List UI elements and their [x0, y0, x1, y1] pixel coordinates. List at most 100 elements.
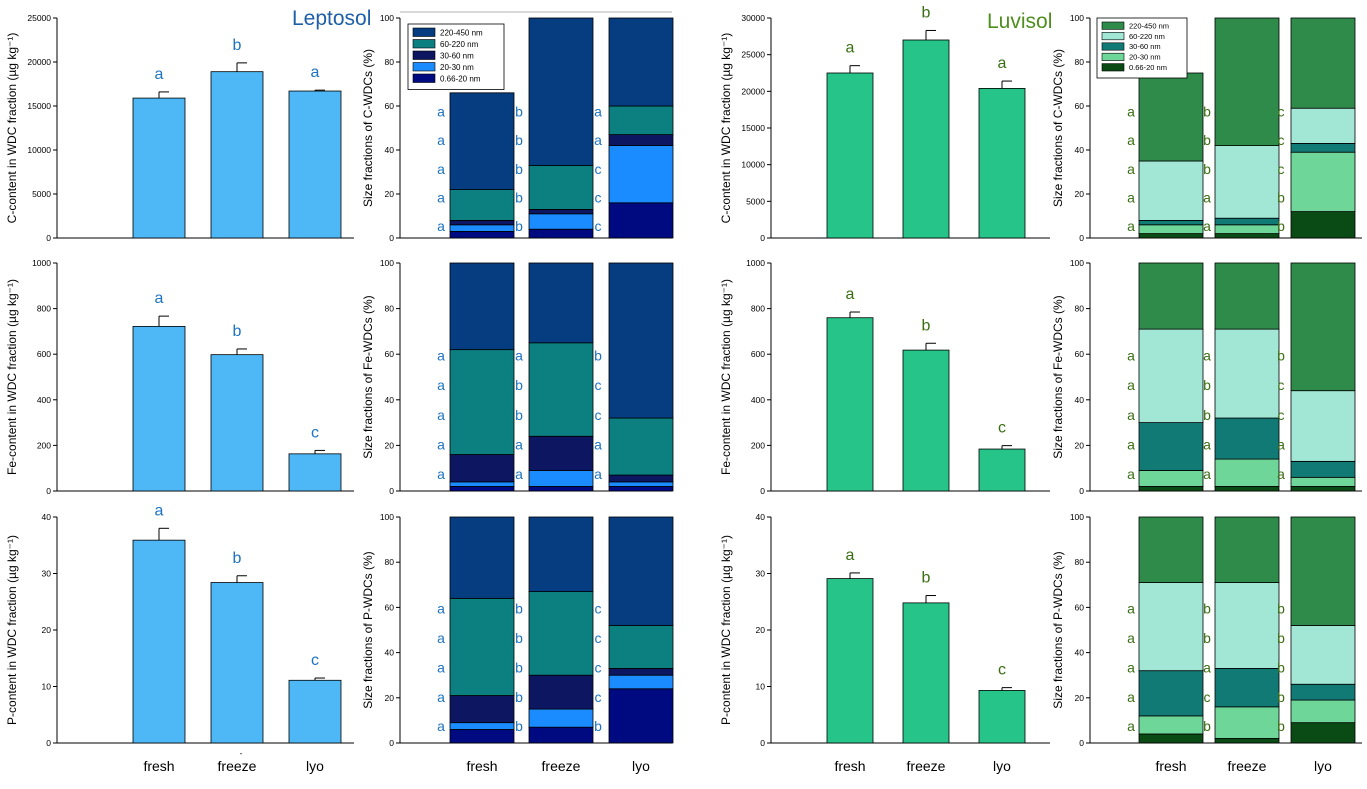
x-category-label: lyo	[993, 758, 1011, 774]
significance-letter: b	[1277, 718, 1285, 734]
stacked-segment	[449, 454, 515, 483]
stacked-segment	[449, 722, 515, 730]
stray-mark: -	[240, 749, 243, 758]
y-tick-label: 60	[1075, 349, 1085, 359]
significance-letter: b	[515, 659, 523, 675]
legend-swatch	[1101, 63, 1125, 72]
y-tick-label: 10	[42, 682, 52, 692]
significance-letter: a	[846, 286, 855, 303]
y-tick-label: 60	[385, 602, 395, 612]
y-axis-label: P-content in WDC fraction (µg kg⁻¹)	[5, 535, 19, 725]
bar	[132, 539, 186, 744]
significance-letter: b	[1203, 630, 1211, 646]
legend-label: 0.66-20 nm	[440, 75, 481, 84]
significance-letter: b	[1203, 132, 1211, 148]
x-category-label: freeze	[218, 758, 257, 774]
stacked-segment	[608, 674, 674, 690]
stacked-segment	[1290, 683, 1356, 701]
y-tick-label: 30000	[741, 13, 765, 23]
significance-letter: a	[437, 436, 445, 452]
stacked-segment	[608, 134, 674, 147]
stacked-segment	[1290, 699, 1356, 724]
stacked-segment	[1290, 722, 1356, 744]
stacked-segment	[1138, 72, 1204, 162]
y-tick-label: 20	[385, 440, 395, 450]
significance-letter: a	[594, 436, 602, 452]
stacked-segment	[1214, 217, 1280, 226]
y-tick-label: 20	[1075, 440, 1085, 450]
significance-letter: b	[515, 377, 523, 393]
stacked-segment	[528, 591, 594, 676]
stacked-segment	[1138, 516, 1204, 583]
stacked-segment	[449, 92, 515, 191]
legend-swatch	[1101, 21, 1125, 30]
y-axis-label: Size fractions of C-WDCs (%)	[1051, 49, 1065, 207]
legend-label: 30-60 nm	[440, 52, 474, 61]
y-tick-label: 20000	[741, 86, 765, 96]
significance-letter: a	[1127, 218, 1135, 234]
stacked-segment	[1290, 151, 1356, 212]
bar	[132, 325, 186, 492]
stacked-segment	[528, 262, 594, 344]
y-axis-label: Size fractions of P-WDCs (%)	[1051, 551, 1065, 708]
significance-letter: b	[594, 347, 602, 363]
stacked-segment	[1214, 486, 1280, 492]
legend-swatch	[1101, 42, 1125, 51]
x-category-label: fresh	[1155, 758, 1186, 774]
stacked-segment	[1290, 142, 1356, 153]
stacked-segment	[1290, 625, 1356, 685]
significance-letter: a	[1127, 347, 1135, 363]
significance-letter: a	[437, 347, 445, 363]
stacked-segment	[449, 695, 515, 724]
significance-letter: b	[1277, 659, 1285, 675]
stacked-segment	[608, 202, 674, 239]
bar	[826, 72, 874, 239]
stacked-segment	[608, 474, 674, 483]
bar	[978, 88, 1026, 239]
stacked-segment	[1214, 17, 1280, 146]
bar	[288, 679, 342, 744]
significance-letter: a	[1127, 630, 1135, 646]
bar	[978, 448, 1026, 492]
y-tick-label: 20	[385, 693, 395, 703]
stacked-segment	[1138, 422, 1204, 471]
y-tick-label: 100	[380, 258, 394, 268]
y-tick-label: 20	[1075, 693, 1085, 703]
stacked-segment	[608, 516, 674, 626]
stacked-segment	[1214, 224, 1280, 235]
significance-letter: a	[437, 407, 445, 423]
y-tick-label: 25000	[27, 13, 51, 23]
significance-letter: b	[515, 718, 523, 734]
significance-letter: a	[437, 466, 445, 482]
significance-letter: c	[595, 377, 602, 393]
significance-letter: a	[515, 436, 523, 452]
y-tick-label: 0	[760, 233, 765, 243]
legend-label: 60-220 nm	[1129, 32, 1165, 41]
significance-letter: b	[1203, 377, 1211, 393]
x-category-label: freeze	[1228, 758, 1267, 774]
y-tick-label: 1000	[32, 258, 51, 268]
x-category-label: lyo	[306, 758, 324, 774]
legend-swatch	[412, 27, 436, 37]
stacked-segment	[608, 17, 674, 107]
stacked-segment	[608, 145, 674, 204]
stacked-segment	[1138, 219, 1204, 226]
significance-letter: c	[1278, 377, 1285, 393]
y-tick-label: 0	[1079, 486, 1084, 496]
y-tick-label: 40	[385, 648, 395, 658]
significance-letter: c	[1278, 132, 1285, 148]
stacked-segment	[1138, 670, 1204, 717]
legend-label: 0.66-20 nm	[1129, 63, 1167, 72]
significance-letter: a	[437, 630, 445, 646]
significance-letter: a	[437, 104, 445, 120]
y-tick-label: 600	[751, 349, 765, 359]
significance-letter: c	[1278, 407, 1285, 423]
significance-letter: a	[1203, 218, 1211, 234]
y-tick-label: 10000	[741, 160, 765, 170]
y-tick-label: 60	[1075, 101, 1085, 111]
significance-letter: a	[594, 132, 602, 148]
y-axis-label: Fe-content in WDC fraction (µg kg⁻¹)	[719, 279, 733, 475]
y-tick-label: 40	[756, 512, 766, 522]
stacked-segment	[608, 668, 674, 676]
